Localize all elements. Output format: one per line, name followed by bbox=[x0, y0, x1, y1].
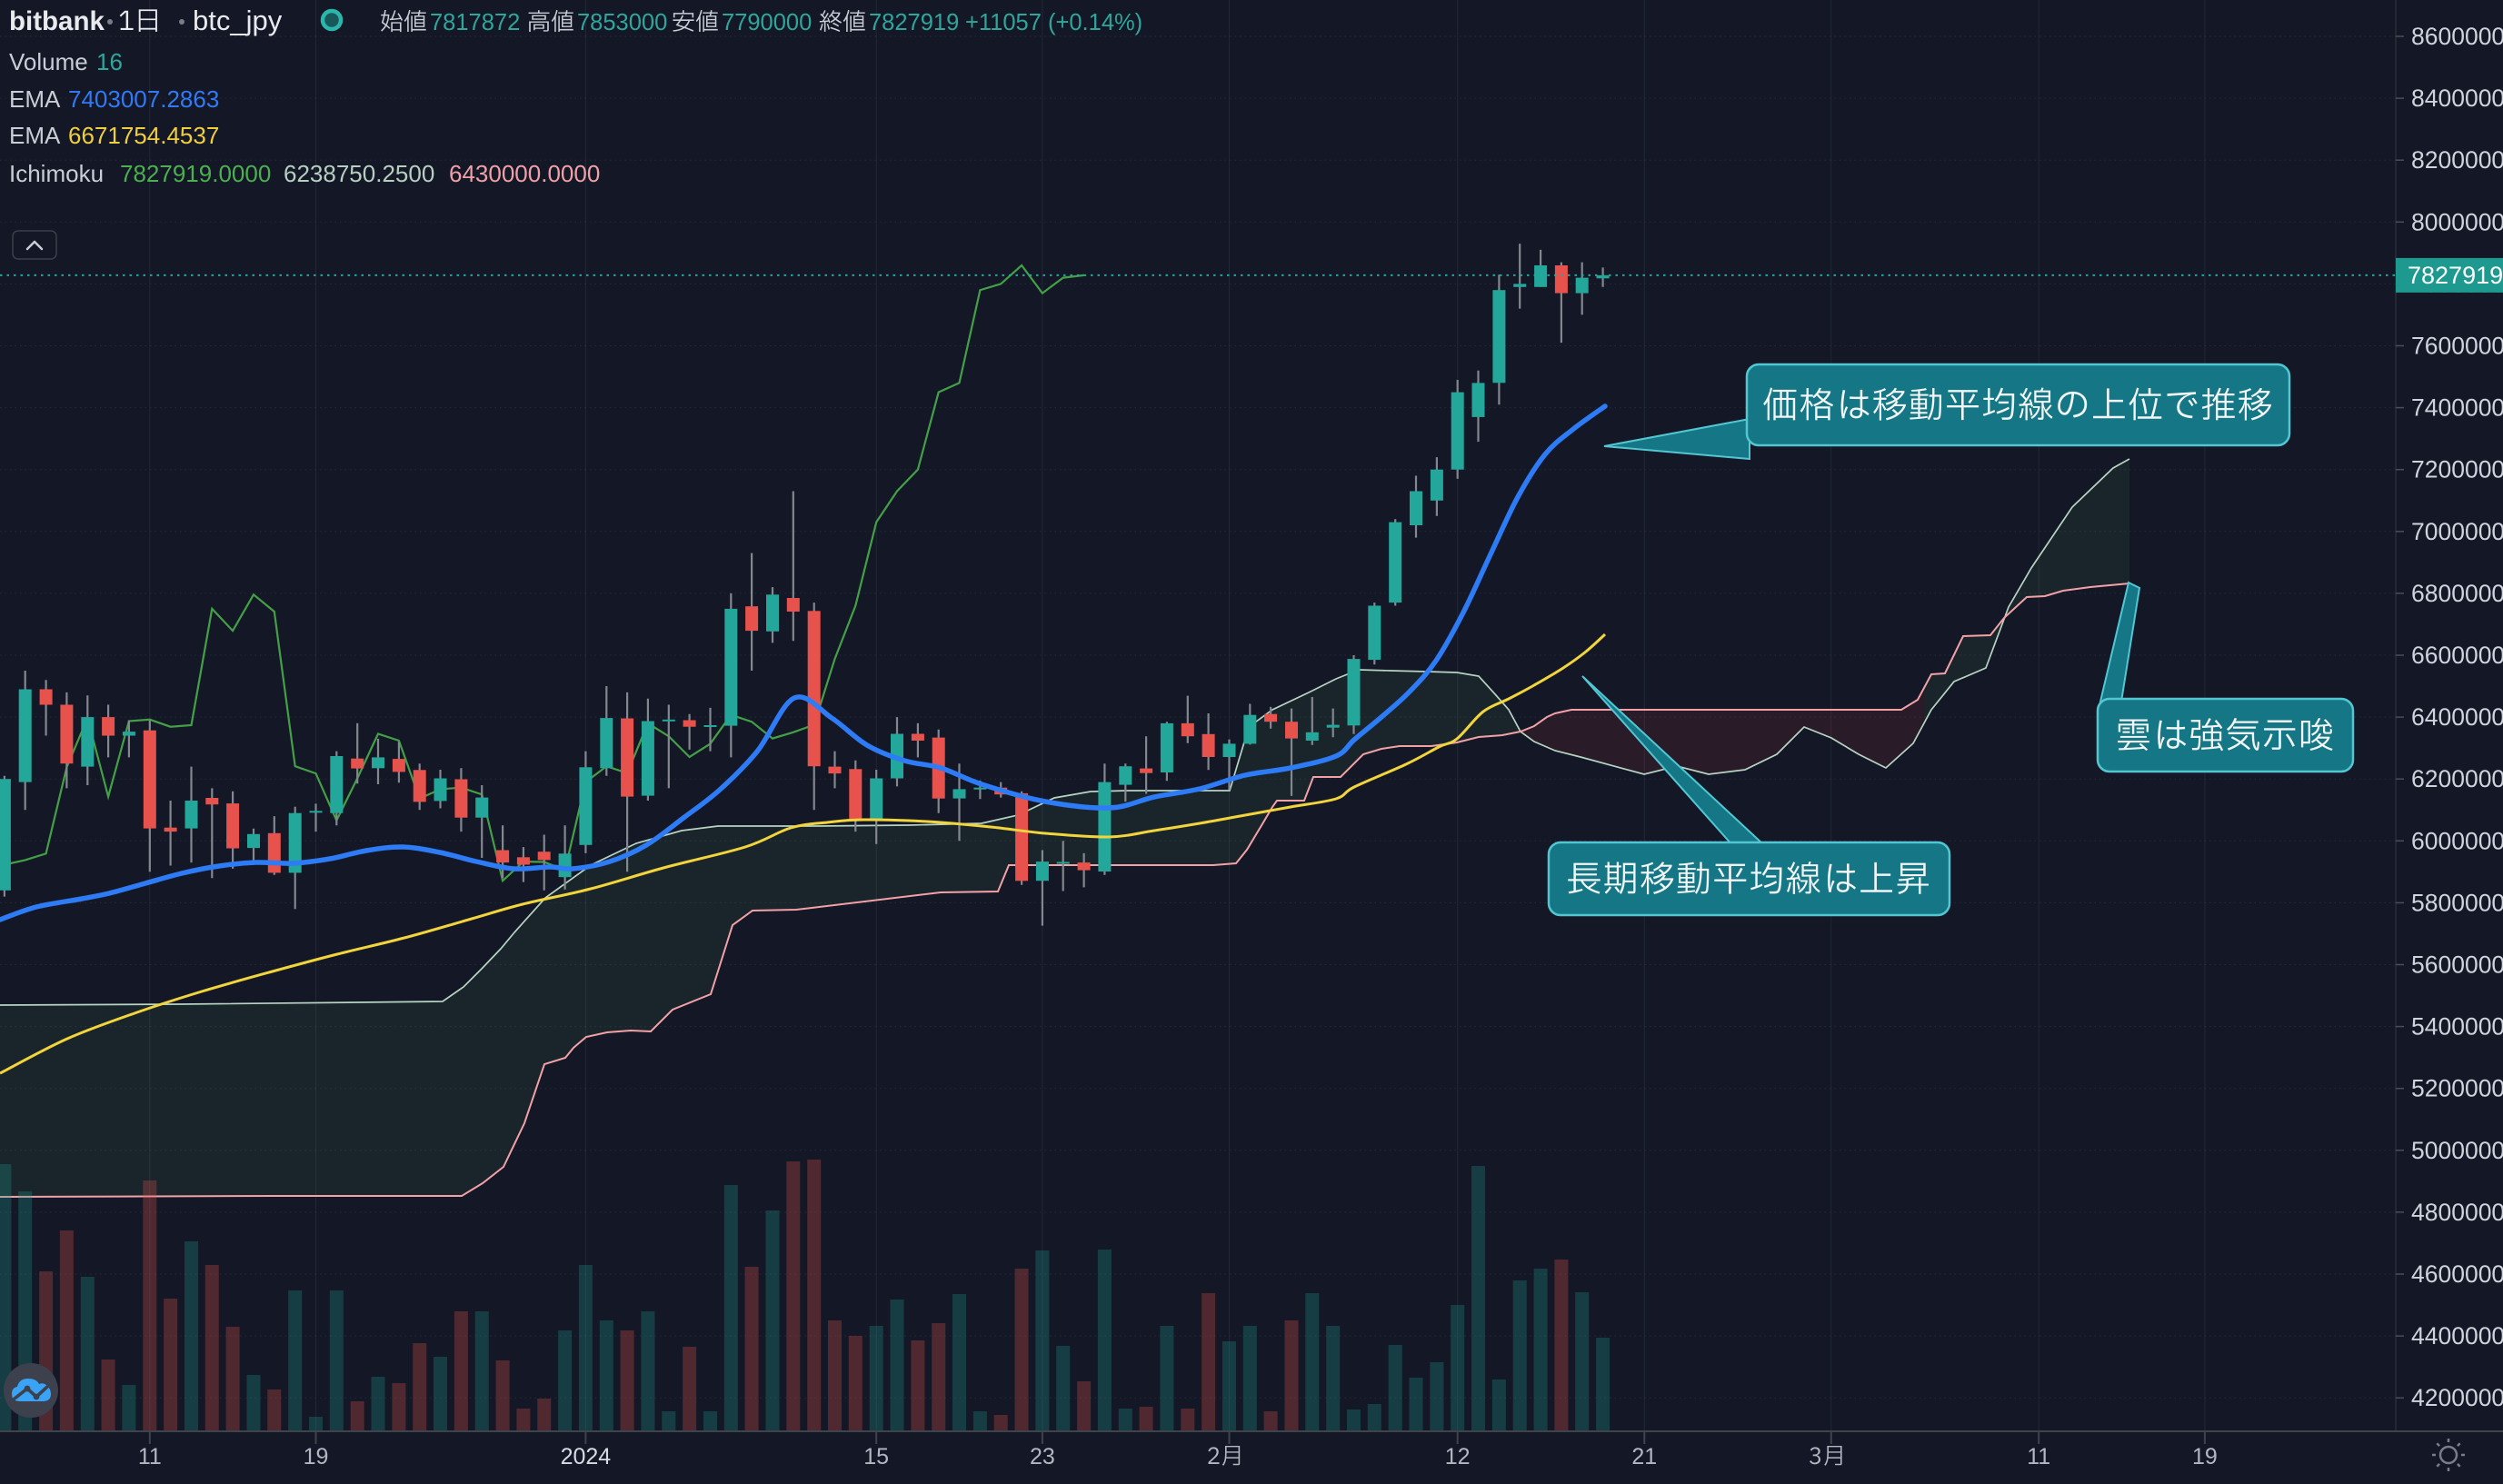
svg-text:7817872: 7817872 bbox=[430, 10, 520, 35]
svg-text:8400000: 8400000 bbox=[2411, 85, 2503, 112]
svg-text:5400000: 5400000 bbox=[2411, 1013, 2503, 1041]
svg-text:7827919: 7827919 bbox=[2408, 262, 2503, 289]
svg-text:EMA: EMA bbox=[9, 85, 61, 113]
svg-text:7200000: 7200000 bbox=[2411, 456, 2503, 483]
svg-text:7403007.2863: 7403007.2863 bbox=[68, 85, 219, 113]
svg-text:7000000: 7000000 bbox=[2411, 518, 2503, 545]
svg-text:6600000: 6600000 bbox=[2411, 642, 2503, 669]
svg-text:5600000: 5600000 bbox=[2411, 951, 2503, 979]
svg-text:2024: 2024 bbox=[561, 1444, 612, 1469]
svg-text:16: 16 bbox=[96, 48, 123, 75]
svg-text:19: 19 bbox=[304, 1444, 329, 1469]
svg-text:5200000: 5200000 bbox=[2411, 1075, 2503, 1102]
svg-text:23: 23 bbox=[1030, 1444, 1055, 1469]
svg-text:4200000: 4200000 bbox=[2411, 1384, 2503, 1411]
svg-text:6238750.2500: 6238750.2500 bbox=[284, 160, 434, 187]
svg-text:7790000: 7790000 bbox=[722, 10, 812, 35]
svg-text:8000000: 8000000 bbox=[2411, 208, 2503, 235]
svg-text:4800000: 4800000 bbox=[2411, 1199, 2503, 1226]
svg-text:19: 19 bbox=[2192, 1444, 2218, 1469]
svg-text:6400000: 6400000 bbox=[2411, 703, 2503, 731]
svg-text:btc_jpy: btc_jpy bbox=[193, 5, 283, 36]
svg-text:7853000: 7853000 bbox=[577, 10, 667, 35]
svg-text:7600000: 7600000 bbox=[2411, 333, 2503, 360]
svg-text:5800000: 5800000 bbox=[2411, 889, 2503, 916]
svg-text:6000000: 6000000 bbox=[2411, 827, 2503, 854]
svg-text:12: 12 bbox=[1445, 1444, 1471, 1469]
svg-text:8600000: 8600000 bbox=[2411, 23, 2503, 50]
svg-text:7400000: 7400000 bbox=[2411, 394, 2503, 422]
svg-text:EMA: EMA bbox=[9, 122, 61, 149]
svg-text:4400000: 4400000 bbox=[2411, 1322, 2503, 1350]
svg-text:15: 15 bbox=[863, 1444, 889, 1469]
svg-text:6800000: 6800000 bbox=[2411, 580, 2503, 607]
svg-text:Volume: Volume bbox=[9, 48, 88, 75]
svg-text:11: 11 bbox=[2027, 1444, 2050, 1469]
svg-text:7827919.0000: 7827919.0000 bbox=[120, 160, 271, 187]
svg-text:+11057 (+0.14%): +11057 (+0.14%) bbox=[965, 10, 1142, 35]
svg-text:6671754.4537: 6671754.4537 bbox=[68, 122, 219, 149]
svg-text:4600000: 4600000 bbox=[2411, 1260, 2503, 1288]
svg-text:7827919: 7827919 bbox=[869, 10, 959, 35]
svg-text:6200000: 6200000 bbox=[2411, 765, 2503, 792]
svg-text:21: 21 bbox=[1631, 1444, 1657, 1469]
svg-text:8200000: 8200000 bbox=[2411, 146, 2503, 174]
svg-text:5000000: 5000000 bbox=[2411, 1137, 2503, 1164]
svg-text:bitbank: bitbank bbox=[9, 6, 105, 36]
svg-text:6430000.0000: 6430000.0000 bbox=[449, 160, 600, 187]
svg-text:Ichimoku: Ichimoku bbox=[9, 160, 104, 187]
svg-text:11: 11 bbox=[138, 1444, 162, 1469]
